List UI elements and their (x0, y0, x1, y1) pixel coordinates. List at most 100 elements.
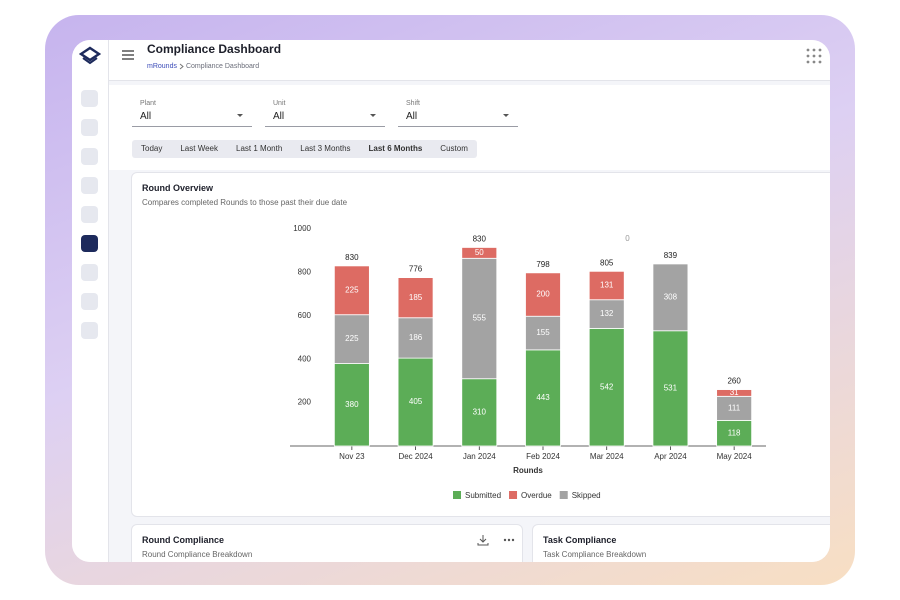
breadcrumb-link[interactable]: mRounds (147, 63, 177, 70)
filter-dropdown[interactable]: Shift All (398, 98, 518, 127)
legend-label: Overdue (521, 491, 552, 500)
bar-segment (461, 378, 498, 447)
range-button[interactable]: Custom (440, 144, 468, 153)
card-actions[interactable] (477, 533, 517, 547)
range-button[interactable]: Last Week (180, 144, 219, 153)
range-button[interactable]: Last 3 Months (300, 144, 351, 153)
segment-label: 200 (536, 290, 550, 299)
nav-icon[interactable] (81, 264, 98, 281)
nav-icon[interactable] (81, 206, 98, 223)
filter-value: All (273, 111, 285, 122)
bar-segment (461, 257, 498, 380)
segment-label: 380 (345, 400, 359, 409)
nav-icon-active[interactable] (81, 235, 98, 252)
legend-swatch (559, 491, 568, 499)
x-tick-label: May 2024 (717, 452, 753, 461)
filter-dropdown[interactable]: Plant All (132, 98, 252, 127)
nav-icon[interactable] (81, 148, 98, 165)
x-tick-label: Dec 2024 (398, 452, 433, 461)
segment-label: 0 (625, 234, 630, 243)
filter-dropdown[interactable]: Unit All (265, 98, 385, 127)
segment-label: 308 (664, 292, 678, 301)
total-label: 260 (727, 377, 741, 386)
legend-label: Submitted (465, 491, 501, 500)
x-tick-label: Apr 2024 (654, 452, 687, 461)
menu-button[interactable] (121, 48, 135, 62)
range-button[interactable]: Today (141, 144, 163, 153)
page-title: Compliance Dashboard (147, 42, 282, 56)
card-subtitle: Task Compliance Breakdown (543, 550, 647, 559)
bar-segment (525, 349, 561, 447)
card-title: Round Compliance (142, 535, 225, 545)
segment-label: 31 (730, 388, 739, 397)
range-button[interactable]: Last 1 Month (236, 144, 283, 153)
x-tick-label: Nov 23 (339, 452, 365, 461)
logo (79, 46, 101, 65)
segment-label: 405 (409, 397, 423, 406)
segment-label: 132 (600, 309, 614, 318)
filter-label: Plant (140, 100, 156, 107)
sidebar (72, 40, 109, 562)
range-button[interactable]: Last 6 Months (368, 144, 423, 153)
header: Compliance Dashboard mRounds Compliance … (109, 40, 830, 81)
breadcrumb-current: Compliance Dashboard (185, 63, 260, 70)
dropdown-arrow (370, 114, 376, 117)
bar-segment (716, 395, 753, 421)
bar-segment (333, 363, 370, 447)
total-label: 776 (409, 265, 423, 274)
bar-segment (716, 419, 753, 447)
card-subtitle: Round Compliance Breakdown (142, 550, 253, 559)
card-title: Round Overview (142, 183, 214, 193)
segment-label: 225 (345, 334, 359, 343)
nav-icon[interactable] (81, 119, 98, 136)
bar-segment (461, 247, 498, 259)
task-compliance-card: Task Compliance Task Compliance Breakdow… (532, 524, 830, 562)
segment-label: 155 (536, 328, 550, 337)
filter-label: Unit (273, 100, 286, 107)
x-tick-label: Mar 2024 (590, 452, 624, 461)
card-title: Task Compliance (543, 535, 617, 545)
segment-label: 443 (536, 393, 550, 402)
x-axis-label: Rounds (513, 466, 543, 475)
dropdown-arrow (503, 114, 509, 117)
apps-button[interactable] (806, 48, 822, 64)
bar-segment (397, 357, 434, 447)
bar-segment (716, 389, 753, 397)
legend-label: Skipped (572, 491, 601, 500)
total-label: 830 (473, 235, 487, 244)
total-label: 830 (345, 253, 359, 262)
x-tick-label: Jan 2024 (463, 452, 496, 461)
bar-segment (525, 272, 561, 317)
bar-segment (652, 330, 689, 447)
dropdown-arrow (237, 114, 243, 117)
nav-icon[interactable] (81, 322, 98, 339)
segment-label: 531 (664, 383, 678, 392)
bar-segment (588, 327, 625, 447)
filter-value: All (406, 111, 418, 122)
nav-icon[interactable] (81, 293, 98, 310)
bar-segment (397, 317, 434, 359)
filter-label: Shift (406, 100, 421, 107)
segment-label: 131 (600, 281, 614, 290)
legend-swatch (453, 491, 461, 499)
segment-label: 310 (473, 407, 487, 416)
breadcrumb-separator (179, 63, 184, 70)
card-subtitle: Compares completed Rounds to those past … (142, 198, 348, 207)
filter-value: All (140, 111, 152, 122)
nav-icon[interactable] (81, 90, 98, 107)
segment-label: 111 (728, 403, 741, 412)
total-label: 839 (664, 251, 678, 260)
round-compliance-card: Round Compliance Round Compliance Breakd… (131, 524, 523, 562)
bar-segment (333, 265, 370, 316)
x-tick-label: Feb 2024 (526, 452, 560, 461)
bar-segment (652, 263, 689, 332)
legend-swatch (509, 491, 518, 499)
bar-segment (588, 270, 625, 301)
bar-segment (588, 299, 625, 329)
segment-label: 225 (345, 285, 359, 294)
nav-icon[interactable] (81, 177, 98, 194)
segment-label: 50 (475, 248, 484, 257)
breadcrumb: mRounds Compliance Dashboard (147, 63, 259, 70)
